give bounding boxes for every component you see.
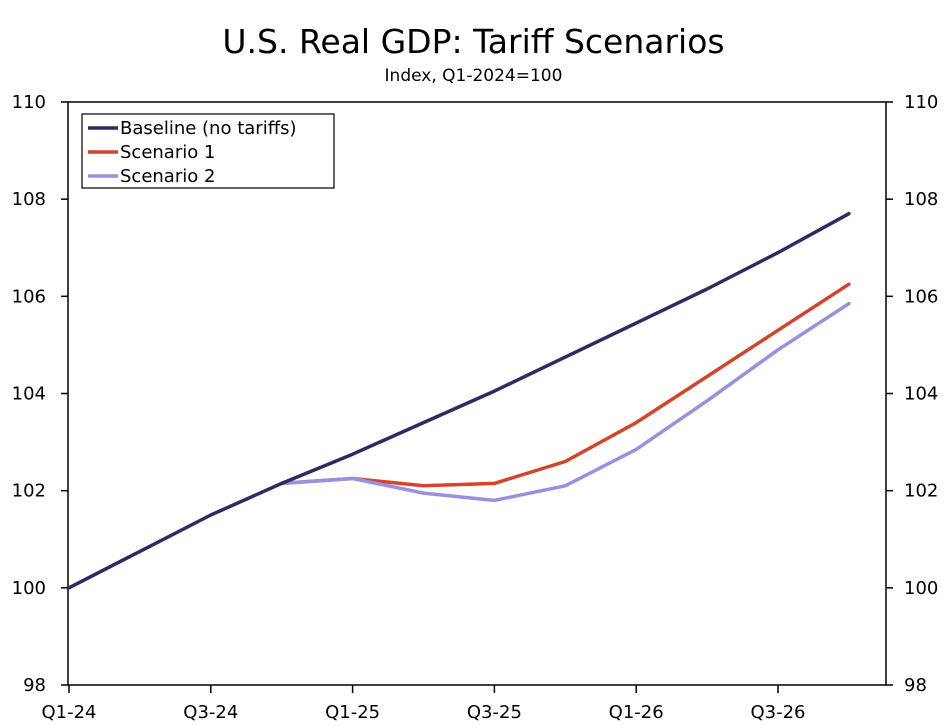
legend-box bbox=[81, 113, 335, 189]
series-line-2 bbox=[279, 282, 851, 488]
y-tick-label-right: 104 bbox=[904, 384, 938, 405]
x-tick-label: Q3-26 bbox=[750, 702, 805, 723]
y-tick-label-right: 98 bbox=[904, 675, 927, 696]
chart-subtitle: Index, Q1-2024=100 bbox=[384, 66, 563, 86]
y-tick-label-left: 102 bbox=[12, 481, 46, 502]
plot-frame bbox=[67, 101, 887, 686]
y-tick-label-right: 108 bbox=[904, 189, 938, 210]
y-tick-label-left: 108 bbox=[12, 189, 46, 210]
legend-label-3: Scenario 2 bbox=[120, 166, 215, 187]
chart-axes: 98 98 100 100 102 102 104 104 106 106 108 108 110 110… bbox=[12, 92, 939, 723]
y-tick-label-right: 106 bbox=[904, 286, 938, 307]
y-tick-label-right: 100 bbox=[904, 578, 938, 599]
x-tick-label: Q1-26 bbox=[609, 702, 664, 723]
legend-label-1: Baseline (no tariffs) bbox=[120, 118, 297, 139]
y-tick-label-left: 106 bbox=[12, 286, 46, 307]
series-lines bbox=[67, 211, 851, 590]
x-tick-label: Q3-25 bbox=[467, 702, 522, 723]
legend: Baseline (no tariffs) Scenario 1 Scenario … bbox=[81, 113, 335, 189]
y-tick-label-left: 110 bbox=[12, 92, 46, 113]
x-tick-label: Q1-24 bbox=[41, 702, 96, 723]
y-tick-label-right: 102 bbox=[904, 481, 938, 502]
chart-title: U.S. Real GDP: Tariff Scenarios bbox=[222, 22, 725, 61]
y-tick-label-left: 100 bbox=[12, 578, 46, 599]
series-line-1 bbox=[67, 211, 851, 590]
y-tick-label-left: 104 bbox=[12, 384, 46, 405]
series-line-3 bbox=[279, 301, 851, 503]
x-tick-label: Q1-25 bbox=[325, 702, 380, 723]
y-tick-label-left: 98 bbox=[23, 675, 46, 696]
legend-label-2: Scenario 1 bbox=[120, 142, 215, 163]
y-tick-label-right: 110 bbox=[904, 92, 938, 113]
x-tick-label: Q3-24 bbox=[183, 702, 238, 723]
